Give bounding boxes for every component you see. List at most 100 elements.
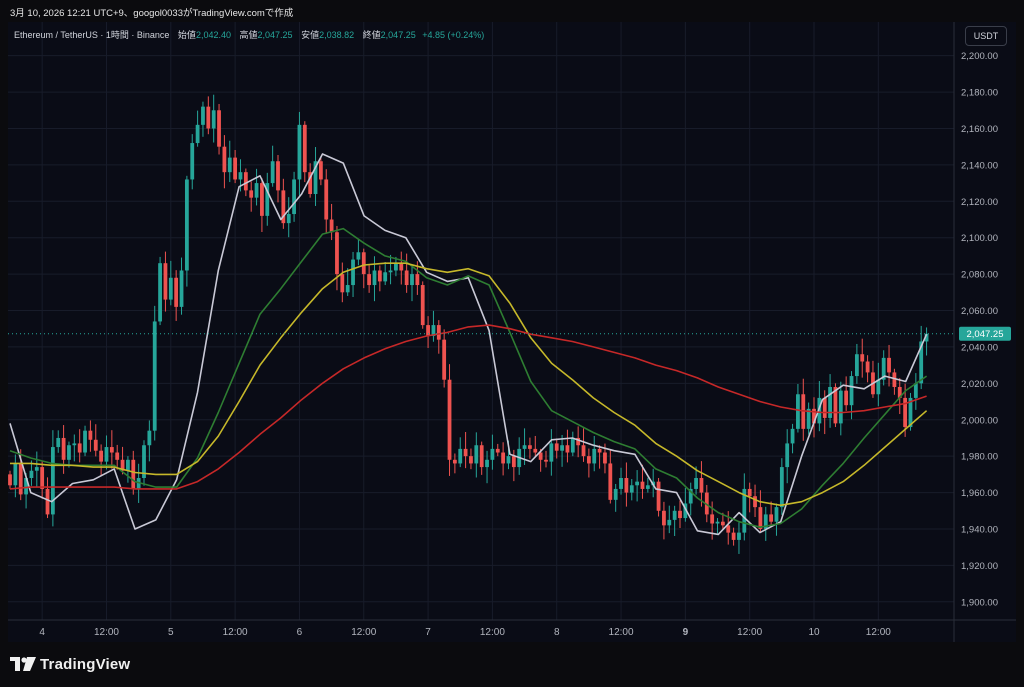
candle-body [731,532,736,540]
candle-body [195,124,200,144]
candle-body [544,459,548,462]
candle-body [168,277,173,300]
candle [276,154,280,203]
low-value: 2,038.82 [319,30,355,40]
candle-body [640,481,645,489]
candle-body [796,394,800,429]
candle-body [742,488,747,533]
candle [56,430,61,453]
tradingview-brand[interactable]: TradingView [10,654,130,674]
candle-body [206,106,211,129]
candle-body [104,447,109,462]
capture-caption: 3月 10, 2026 12:21 UTC+9、googol0033がTradi… [10,8,294,19]
candle [838,381,843,436]
candle [871,360,875,398]
candle [93,424,98,457]
candle-body [667,519,672,526]
candle [790,423,795,454]
candle [340,262,345,303]
candle-body [790,428,795,444]
candle-body [297,124,302,180]
candle-body [227,157,232,173]
candle [142,440,146,486]
candle-body [345,285,350,293]
candle-body [340,274,345,293]
candle-body [903,397,908,428]
candle [635,470,640,502]
candle-body [603,452,607,464]
candle [61,425,66,474]
candle-body [383,272,388,282]
chart-area[interactable]: 2,200.00 2,180.00 2,160.00 2,140.00 2,120.00… [8,22,1016,642]
candle [356,239,361,266]
candle-body [683,503,688,519]
candle [801,378,806,441]
candle-body [629,485,634,493]
candle [704,484,709,523]
candle-body [833,386,838,424]
open-value: 2,042.40 [195,30,231,40]
candle [361,248,366,289]
candle [270,145,275,187]
candle [265,172,270,226]
candle [924,327,929,356]
price-tick-label: 1,920.00 [961,561,998,572]
candle-body [490,448,495,460]
candle [313,147,318,206]
candle [779,458,784,515]
candle [742,473,747,541]
candle [753,484,757,518]
candle [645,477,650,493]
price-tick-label: 2,000.00 [961,415,998,426]
candle-body [61,437,66,460]
candle [399,251,404,285]
candle-body [388,270,393,273]
candle [715,518,720,534]
close-label: 終値 [362,30,381,40]
candle [624,462,629,507]
candle [50,430,55,527]
high-label: 高値 [239,30,258,40]
candlestick-chart[interactable]: 2,200.00 2,180.00 2,160.00 2,140.00 2,120.00… [8,22,1016,642]
candle-body [463,448,468,457]
candle [152,305,157,441]
ma-line-ma-fast [9,153,928,536]
candle [281,178,286,229]
candle-body [511,456,516,468]
candle-body [720,521,725,526]
candle [195,110,200,147]
candle-body [238,172,243,180]
candle-body [286,214,291,224]
candle [892,368,897,395]
candle [318,156,323,186]
candle-body [758,507,763,529]
change-value: +4.85 (+0.24%) [422,30,485,40]
candle [769,501,774,528]
candle-body [313,161,318,195]
candle [796,384,800,433]
candle [544,450,548,468]
candle [785,429,790,484]
price-tick-label: 2,140.00 [961,160,998,171]
candle-body [479,445,484,468]
candle [324,169,329,234]
candle-body [613,488,618,500]
candle-body [576,437,581,446]
candle [201,101,205,137]
candle-body [624,478,629,493]
candle-body [184,179,189,271]
time-axis: 4 12:00 5 12:00 6 12:00 7 12:00 8 12:00 9 12:00 10 12… [39,627,891,638]
candle [99,444,104,476]
brand-name: TradingView [40,655,131,673]
currency-button[interactable]: USDT [965,26,1007,46]
price-axis: 2,200.00 2,180.00 2,160.00 2,140.00 2,120.00… [961,51,998,608]
candle [479,441,484,475]
candle-body [838,390,843,424]
candle [104,435,109,470]
candle [184,175,189,287]
candle-body [694,478,698,489]
candle-body [179,270,184,307]
candle [286,197,291,238]
price-tick-label: 1,980.00 [961,452,998,463]
candle-body [715,521,720,524]
